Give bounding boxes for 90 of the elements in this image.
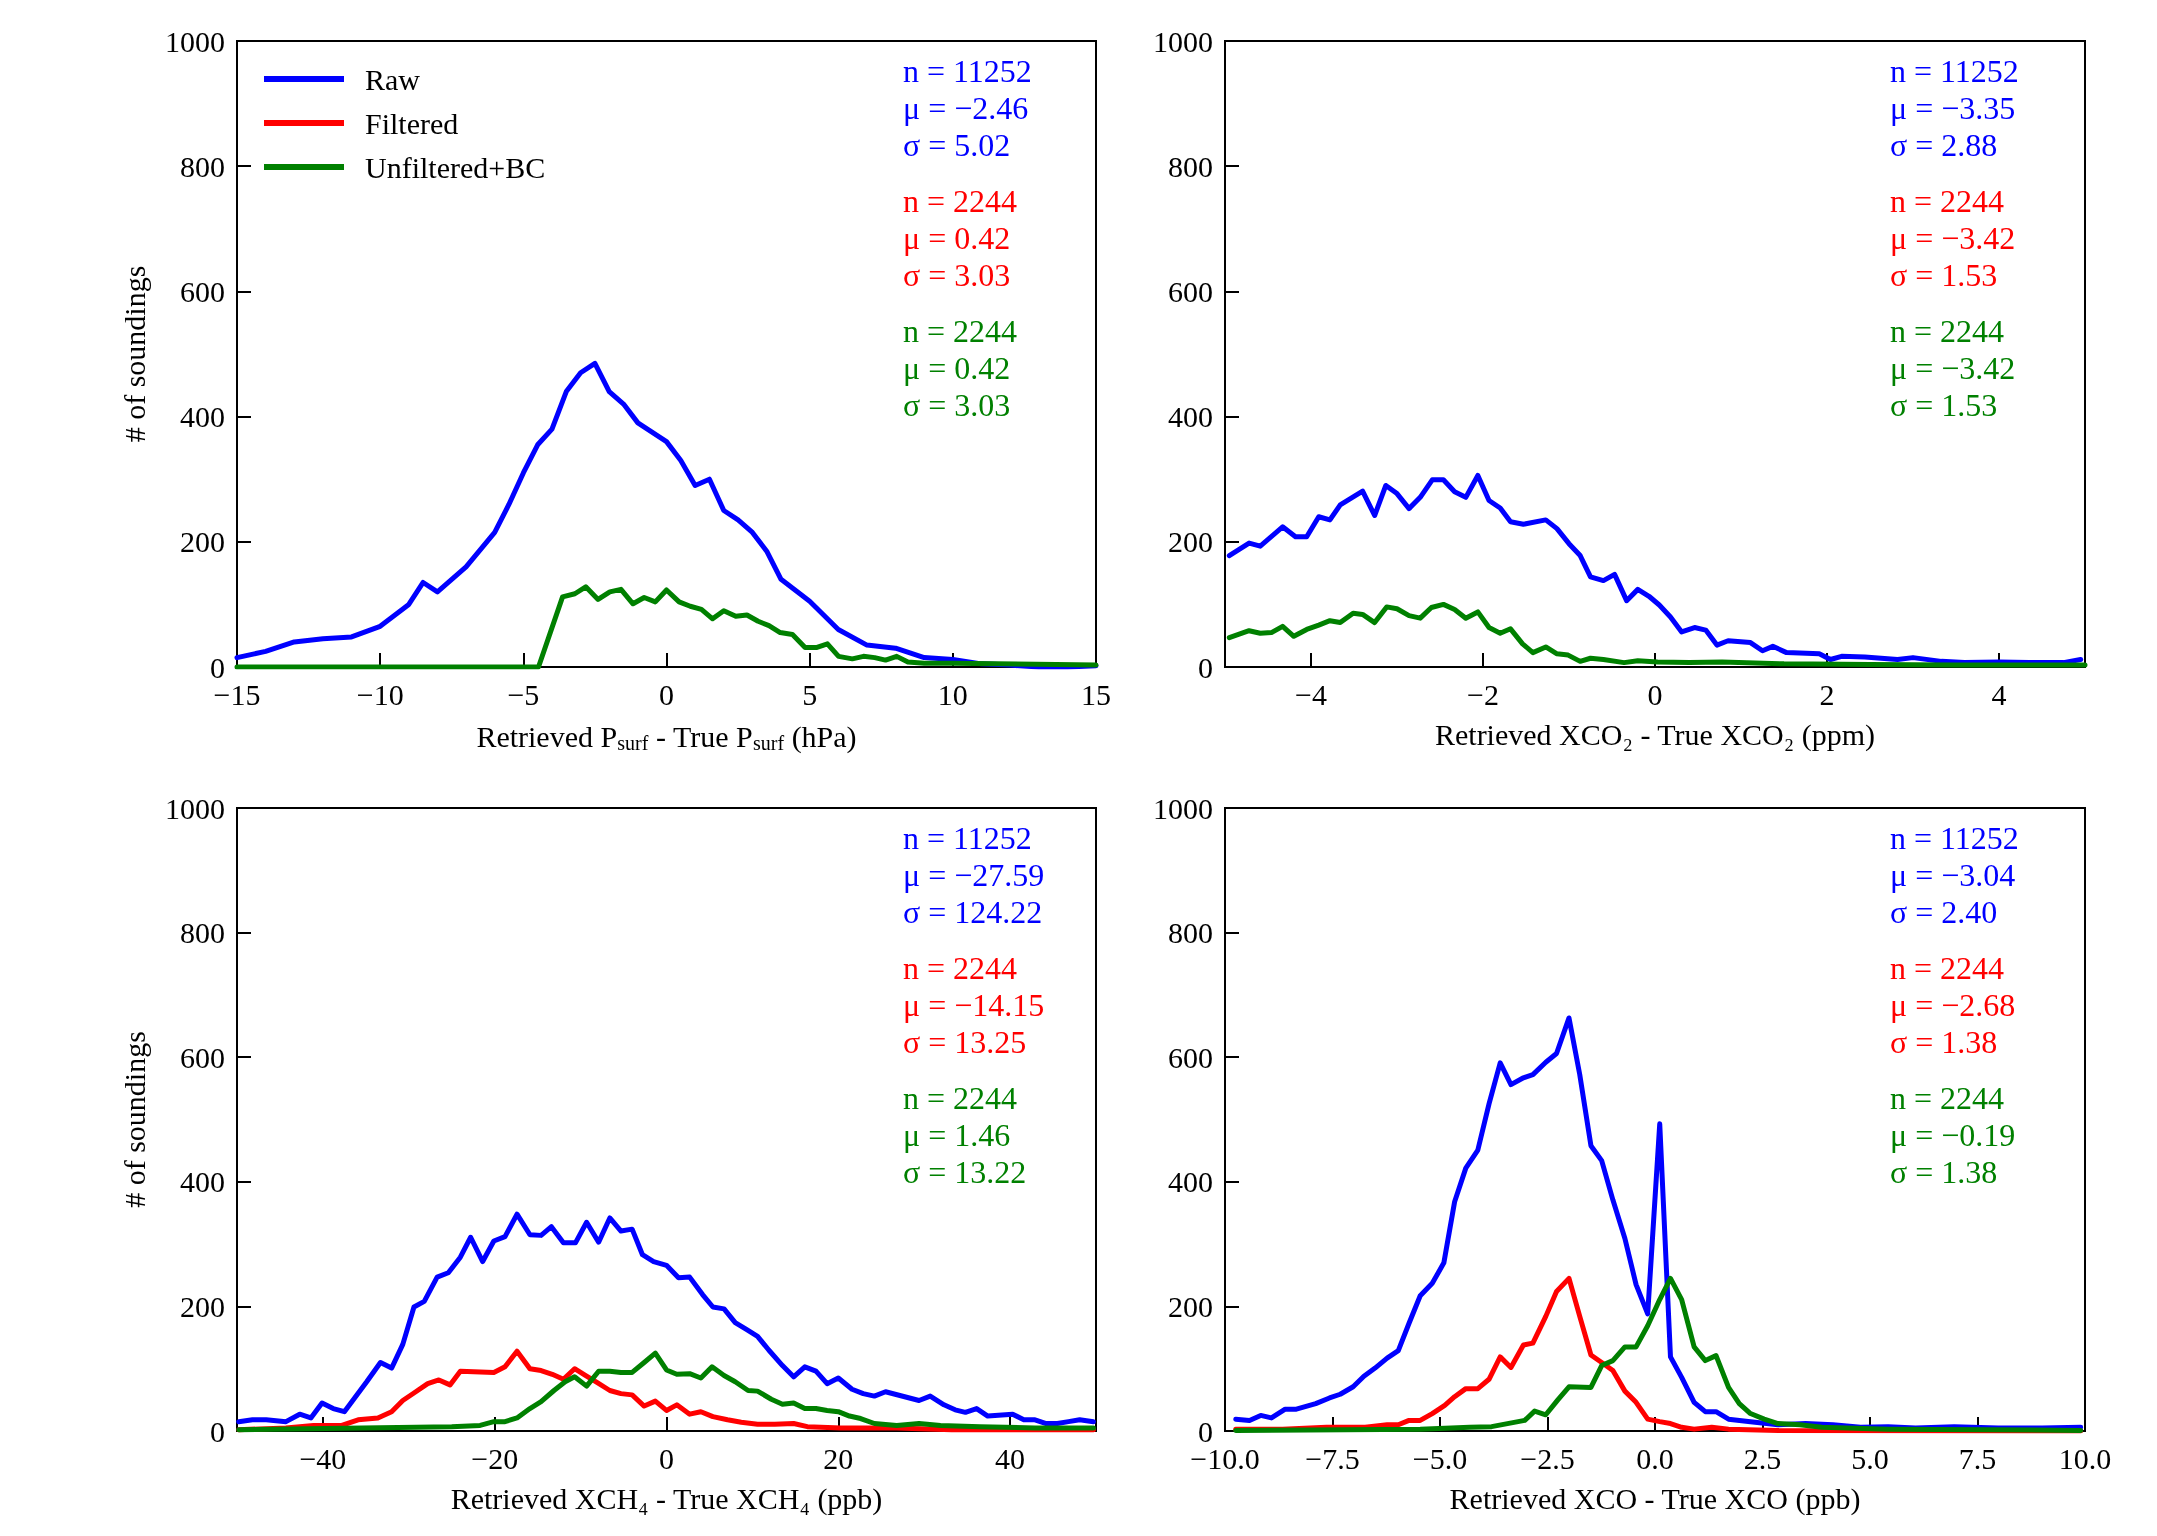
x-tick-label: −10 — [356, 677, 404, 711]
y-tick-label: 200 — [180, 525, 225, 559]
y-tick-label: 0 — [210, 1414, 225, 1448]
y-tick-label: 800 — [1168, 149, 1213, 183]
x-tick-label: −40 — [299, 1441, 347, 1475]
x-tick-label: 10.0 — [2058, 1441, 2112, 1475]
annotation: μ = −3.04 — [1890, 857, 2016, 893]
x-tick-label: 20 — [823, 1441, 854, 1475]
annotation: σ = 3.03 — [903, 387, 1011, 423]
y-tick-label: 800 — [180, 149, 225, 183]
annotation: μ = −3.42 — [1890, 350, 2016, 386]
annotation: σ = 2.40 — [1890, 894, 1998, 930]
x-axis-title: Retrieved XCO₂ - True XCO₂ (ppm) — [1434, 717, 1876, 752]
annotation: n = 2244 — [903, 950, 1018, 986]
annotation: n = 2244 — [1890, 183, 2005, 219]
y-axis-title: # of soundings — [117, 265, 151, 443]
x-tick-label: −5 — [507, 677, 540, 711]
x-axis-title: Retrieved XCH₄ - True XCH₄ (ppb) — [450, 1481, 883, 1516]
y-tick-label: 200 — [1168, 525, 1213, 559]
y-tick-label: 600 — [180, 1040, 225, 1074]
annotation: n = 11252 — [903, 53, 1032, 89]
x-tick-label: 0 — [659, 677, 674, 711]
x-tick-label: −20 — [471, 1441, 519, 1475]
annotation: n = 11252 — [903, 820, 1032, 856]
annotation: μ = −14.15 — [903, 987, 1045, 1023]
y-tick-label: 600 — [1168, 274, 1213, 308]
y-tick-label: 0 — [1198, 650, 1213, 684]
x-tick-label: −2.5 — [1520, 1441, 1575, 1475]
annotation: σ = 13.22 — [903, 1154, 1027, 1190]
y-axis-title: # of soundings — [117, 1031, 151, 1208]
annotation: σ = 2.88 — [1890, 127, 1998, 163]
annotation: n = 2244 — [1890, 950, 2005, 986]
annotation: n = 2244 — [1890, 1080, 2005, 1116]
x-tick-label: 4 — [1991, 677, 2007, 711]
annotation: σ = 3.03 — [903, 257, 1011, 293]
annotation: μ = −27.59 — [903, 857, 1045, 893]
annotation: n = 2244 — [903, 313, 1018, 349]
annotation: μ = −2.68 — [1890, 987, 2016, 1023]
y-tick-label: 1000 — [1153, 791, 1213, 825]
annotation: σ = 1.38 — [1890, 1154, 1998, 1190]
annotation: μ = −2.46 — [903, 90, 1029, 126]
y-tick-label: 800 — [1168, 916, 1213, 950]
y-tick-label: 400 — [180, 400, 225, 434]
annotation: σ = 5.02 — [903, 127, 1011, 163]
x-tick-label: 2.5 — [1743, 1441, 1782, 1475]
annotation: μ = 0.42 — [903, 220, 1011, 256]
legend-label: Unfiltered+BC — [365, 150, 546, 184]
x-tick-label: −5.0 — [1412, 1441, 1468, 1475]
x-tick-label: 7.5 — [1958, 1441, 1997, 1475]
x-tick-label: −4 — [1295, 677, 1327, 711]
annotation: σ = 1.38 — [1890, 1024, 1998, 1060]
annotation: n = 11252 — [1890, 53, 2019, 89]
x-tick-label: 2 — [1819, 677, 1835, 711]
y-tick-label: 200 — [1168, 1289, 1213, 1323]
x-tick-label: −2 — [1467, 677, 1499, 711]
annotation: μ = −3.42 — [1890, 220, 2016, 256]
y-tick-label: 600 — [1168, 1040, 1213, 1074]
annotation: σ = 13.25 — [903, 1024, 1027, 1060]
annotation: n = 2244 — [903, 183, 1018, 219]
annotation: n = 2244 — [903, 1080, 1018, 1116]
x-tick-label: 5.0 — [1851, 1441, 1889, 1475]
y-tick-label: 400 — [1168, 1165, 1213, 1199]
annotation: σ = 1.53 — [1890, 257, 1998, 293]
x-tick-label: 10 — [937, 677, 968, 711]
annotation: μ = 1.46 — [903, 1117, 1011, 1153]
x-tick-label: −7.5 — [1305, 1441, 1360, 1475]
x-tick-label: 0 — [659, 1441, 674, 1475]
annotation: n = 2244 — [1890, 313, 2005, 349]
x-tick-label: 40 — [995, 1441, 1026, 1475]
y-tick-label: 600 — [180, 274, 225, 308]
annotation: μ = −3.35 — [1890, 90, 2016, 126]
y-tick-label: 1000 — [165, 791, 225, 825]
y-tick-label: 1000 — [1153, 24, 1213, 58]
annotation: n = 11252 — [1890, 820, 2019, 856]
x-tick-label: 0.0 — [1636, 1441, 1674, 1475]
y-tick-label: 400 — [1168, 400, 1213, 434]
x-tick-label: 5 — [802, 677, 818, 711]
annotation: μ = 0.42 — [903, 350, 1011, 386]
x-tick-label: 0 — [1647, 677, 1663, 711]
annotation: σ = 1.53 — [1890, 387, 1998, 423]
x-tick-label: 15 — [1081, 677, 1111, 711]
legend-label: Raw — [365, 62, 421, 96]
annotation: σ = 124.22 — [903, 894, 1043, 930]
y-tick-label: 1000 — [165, 24, 225, 58]
y-tick-label: 200 — [180, 1289, 225, 1323]
y-tick-label: 800 — [180, 916, 225, 950]
legend-label: Filtered — [365, 106, 459, 140]
annotation: μ = −0.19 — [1890, 1117, 2016, 1153]
y-tick-label: 400 — [180, 1165, 225, 1199]
x-axis-title: Retrieved XCO - True XCO (ppb) — [1449, 1481, 1861, 1516]
